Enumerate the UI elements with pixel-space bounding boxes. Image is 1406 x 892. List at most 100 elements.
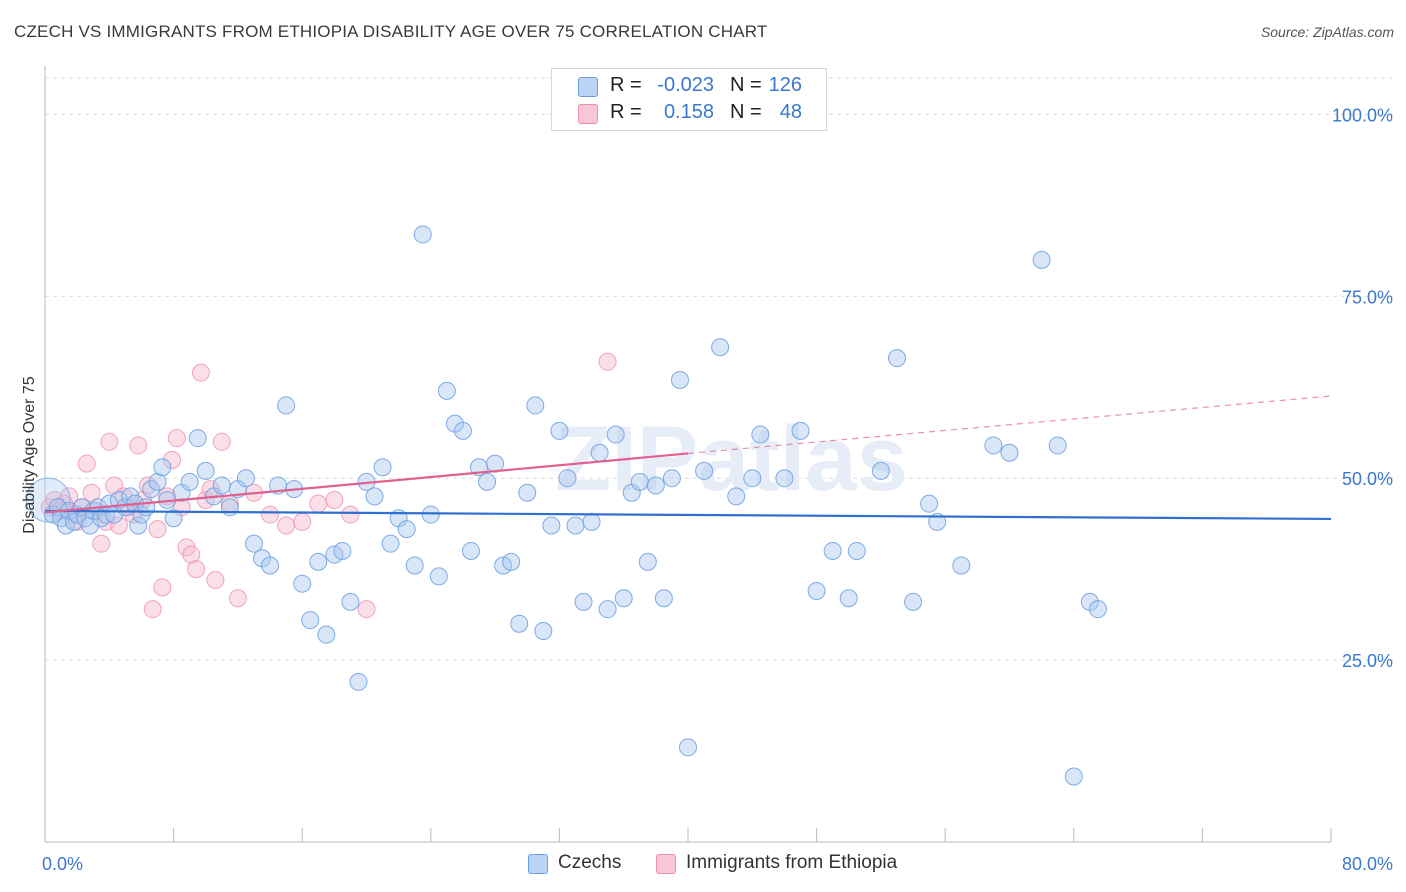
ethiopia-point bbox=[293, 512, 312, 531]
ethiopia-point bbox=[153, 578, 172, 597]
czech-point bbox=[606, 425, 625, 444]
ethiopia-point bbox=[206, 571, 225, 590]
czech-point bbox=[180, 472, 199, 491]
czech-point bbox=[727, 487, 746, 506]
ethiopia-point bbox=[129, 436, 148, 455]
czech-point bbox=[518, 483, 537, 502]
czech-point bbox=[670, 370, 689, 389]
czech-point bbox=[478, 472, 497, 491]
czech-point bbox=[807, 581, 826, 600]
czech-point bbox=[614, 589, 633, 608]
czech-point bbox=[421, 505, 440, 524]
czech-point bbox=[871, 461, 890, 480]
czech-point bbox=[148, 472, 167, 491]
ethiopia-point bbox=[325, 491, 344, 510]
ethiopia-trend-extension bbox=[687, 395, 1332, 455]
czech-point bbox=[142, 480, 161, 499]
czech-point bbox=[582, 512, 601, 531]
ethiopia-point bbox=[92, 534, 111, 553]
czech-point bbox=[751, 425, 770, 444]
czech-point bbox=[711, 338, 730, 357]
czech-point bbox=[654, 589, 673, 608]
czech-point bbox=[775, 469, 794, 488]
czech-point bbox=[341, 592, 360, 611]
czech-point bbox=[220, 498, 239, 517]
czech-point bbox=[847, 541, 866, 560]
czech-point bbox=[1048, 436, 1067, 455]
czech-point bbox=[526, 396, 545, 415]
legend-n-value: 48 bbox=[779, 101, 802, 123]
axes bbox=[44, 66, 1332, 843]
czech-point bbox=[137, 498, 156, 517]
czech-point bbox=[598, 600, 617, 619]
legend-row-ethiopia: R = 0.158 N = 48 bbox=[552, 101, 826, 127]
czech-point bbox=[566, 516, 585, 535]
czech-point bbox=[984, 436, 1003, 455]
czech-point bbox=[413, 225, 432, 244]
legend-r-value: 0.158 bbox=[663, 101, 714, 123]
czech-point bbox=[129, 516, 148, 535]
ethiopia-point bbox=[138, 476, 157, 495]
czech-point bbox=[920, 494, 939, 513]
legend-n-label: N = bbox=[730, 101, 762, 123]
czech-point bbox=[662, 469, 681, 488]
czech-point bbox=[244, 534, 263, 553]
grid-lines bbox=[45, 77, 1393, 661]
ethiopia-point bbox=[212, 432, 231, 451]
ethiopia-point bbox=[100, 432, 119, 451]
ethiopia-point bbox=[598, 352, 617, 371]
x-tick-labels: 0.0% 80.0% bbox=[42, 854, 1393, 874]
ethiopia-point bbox=[148, 520, 167, 539]
czech-point bbox=[1000, 443, 1019, 462]
legend-label: Czechs bbox=[558, 852, 622, 873]
czech-point bbox=[277, 396, 296, 415]
czech-point bbox=[461, 541, 480, 560]
czech-point bbox=[534, 621, 553, 640]
czech-point bbox=[261, 556, 280, 575]
czech-point bbox=[558, 469, 577, 488]
czech-point bbox=[81, 516, 100, 535]
czech-point bbox=[743, 469, 762, 488]
czech-point bbox=[212, 476, 231, 495]
legend-row-czechs: R = -0.023 N = 126 bbox=[552, 74, 826, 100]
ethiopia-point bbox=[167, 429, 186, 448]
ethiopia-point bbox=[191, 363, 210, 382]
chart-source: Source: ZipAtlas.com bbox=[1260, 24, 1394, 40]
czech-point bbox=[333, 541, 352, 560]
ethiopia-point bbox=[60, 487, 79, 506]
pink-swatch-icon bbox=[656, 854, 676, 874]
czech-point bbox=[574, 592, 593, 611]
pink-swatch-icon bbox=[578, 104, 598, 124]
czech-point bbox=[381, 534, 400, 553]
czech-point bbox=[550, 421, 569, 440]
czech-point bbox=[164, 509, 183, 528]
ethiopia-point bbox=[357, 600, 376, 619]
y-tick-label: 100.0% bbox=[1332, 105, 1393, 125]
czech-point bbox=[405, 556, 424, 575]
czech-point bbox=[590, 443, 609, 462]
czech-trend-line bbox=[44, 509, 1332, 521]
czech-point bbox=[365, 487, 384, 506]
ethiopia-point bbox=[162, 451, 181, 469]
czech-point bbox=[293, 574, 312, 593]
legend-r-value: -0.023 bbox=[657, 74, 714, 96]
legend-n-label: N = bbox=[730, 74, 762, 96]
ethiopia-point bbox=[109, 516, 128, 535]
y-tick-labels: 25.0% 50.0% 75.0% 100.0% bbox=[1332, 105, 1393, 671]
czech-point bbox=[349, 672, 368, 691]
y-tick-label: 50.0% bbox=[1342, 469, 1393, 489]
czech-point bbox=[236, 469, 255, 488]
czech-point bbox=[510, 614, 529, 633]
czech-point bbox=[153, 458, 172, 477]
legend-r-label: R = bbox=[610, 74, 642, 96]
czech-point bbox=[437, 381, 456, 400]
ethiopia-point bbox=[341, 505, 360, 524]
czech-point bbox=[188, 429, 207, 448]
czech-point bbox=[646, 476, 665, 495]
chart-title: CZECH VS IMMIGRANTS FROM ETHIOPIA DISABI… bbox=[14, 22, 768, 41]
czech-point bbox=[453, 421, 472, 440]
czech-point bbox=[952, 556, 971, 575]
legend-r-label: R = bbox=[610, 101, 642, 123]
x-tick-label: 0.0% bbox=[42, 854, 83, 874]
czech-point bbox=[373, 458, 392, 477]
